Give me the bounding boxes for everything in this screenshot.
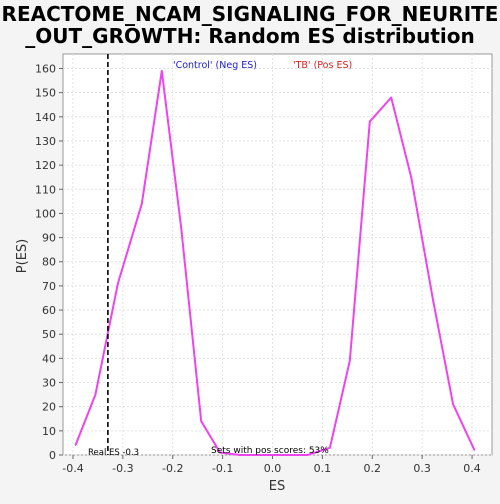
y-tick-label: 20 bbox=[42, 401, 56, 414]
y-tick-label: 160 bbox=[35, 62, 56, 75]
data-point bbox=[239, 454, 241, 456]
x-tick-label: -0.1 bbox=[212, 462, 233, 475]
data-point bbox=[432, 299, 434, 301]
data-point bbox=[259, 454, 261, 456]
y-tick-label: 140 bbox=[35, 111, 56, 124]
plot-area bbox=[62, 53, 493, 456]
y-tick-label: 70 bbox=[42, 280, 56, 293]
data-point bbox=[180, 227, 182, 229]
y-tick-label: 60 bbox=[42, 304, 56, 317]
y-tick-label: 0 bbox=[49, 449, 56, 462]
series-layer bbox=[74, 69, 476, 456]
x-axis-label: ES bbox=[269, 479, 285, 494]
y-axis-label: P(ES) bbox=[15, 239, 30, 273]
x-tick-label: 0.4 bbox=[463, 462, 481, 475]
y-tick-label: 130 bbox=[35, 135, 56, 148]
data-point bbox=[200, 420, 202, 422]
chart-title-line-2: _OUT_GROWTH: Random ES distribution bbox=[25, 24, 474, 48]
grid-lines bbox=[63, 54, 492, 456]
y-tick-label: 50 bbox=[42, 328, 56, 341]
x-tick-label: 0.0 bbox=[264, 462, 282, 475]
y-tick-label: 80 bbox=[42, 256, 56, 269]
y-tick-label: 120 bbox=[35, 159, 56, 172]
pos-scores-annotation: Sets with pos scores: 53% bbox=[211, 446, 329, 456]
data-point bbox=[329, 447, 331, 449]
data-point bbox=[390, 96, 392, 99]
data-point bbox=[219, 451, 221, 454]
y-tick-label: 40 bbox=[42, 352, 56, 365]
y-tick-label: 110 bbox=[35, 183, 56, 196]
chart-title-line-1: REACTOME_NCAM_SIGNALING_FOR_NEURITE bbox=[2, 2, 499, 26]
y-tick-label: 90 bbox=[42, 232, 56, 245]
legend-entry-tb: 'TB' (Pos ES) bbox=[293, 60, 352, 71]
y-tick-label: 30 bbox=[42, 377, 56, 390]
x-tick-label: 0.2 bbox=[364, 462, 382, 475]
data-point bbox=[161, 70, 163, 72]
y-tick-label: 10 bbox=[42, 425, 56, 438]
real-es-label: Real ES -0.3 bbox=[88, 448, 139, 458]
data-point bbox=[117, 282, 119, 285]
y-tick-label: 100 bbox=[35, 207, 56, 220]
x-tick-label: 0.1 bbox=[314, 462, 332, 475]
data-point bbox=[141, 203, 143, 205]
x-tick-label: -0.4 bbox=[62, 462, 83, 475]
x-axis: -0.4 -0.3 -0.2 -0.1 0.0 0.1 0.2 0.3 0.4 bbox=[62, 455, 481, 475]
y-axis: 0 10 20 30 40 50 60 70 80 90 100 110 120 130 140 150 160 bbox=[35, 62, 63, 462]
data-point bbox=[281, 454, 284, 456]
data-point bbox=[452, 403, 454, 405]
x-tick-label: -0.3 bbox=[112, 462, 133, 475]
data-point bbox=[94, 394, 97, 396]
data-point bbox=[410, 176, 412, 178]
legend-entry-control: 'Control' (Neg ES) bbox=[173, 60, 257, 71]
data-point bbox=[74, 444, 77, 446]
x-tick-label: -0.2 bbox=[162, 462, 183, 475]
y-tick-label: 150 bbox=[35, 87, 56, 100]
data-point bbox=[473, 449, 476, 451]
data-point bbox=[306, 454, 309, 456]
es-distribution-line bbox=[74, 69, 476, 456]
data-point bbox=[349, 360, 351, 362]
x-tick-label: 0.3 bbox=[413, 462, 431, 475]
data-point bbox=[369, 121, 371, 123]
